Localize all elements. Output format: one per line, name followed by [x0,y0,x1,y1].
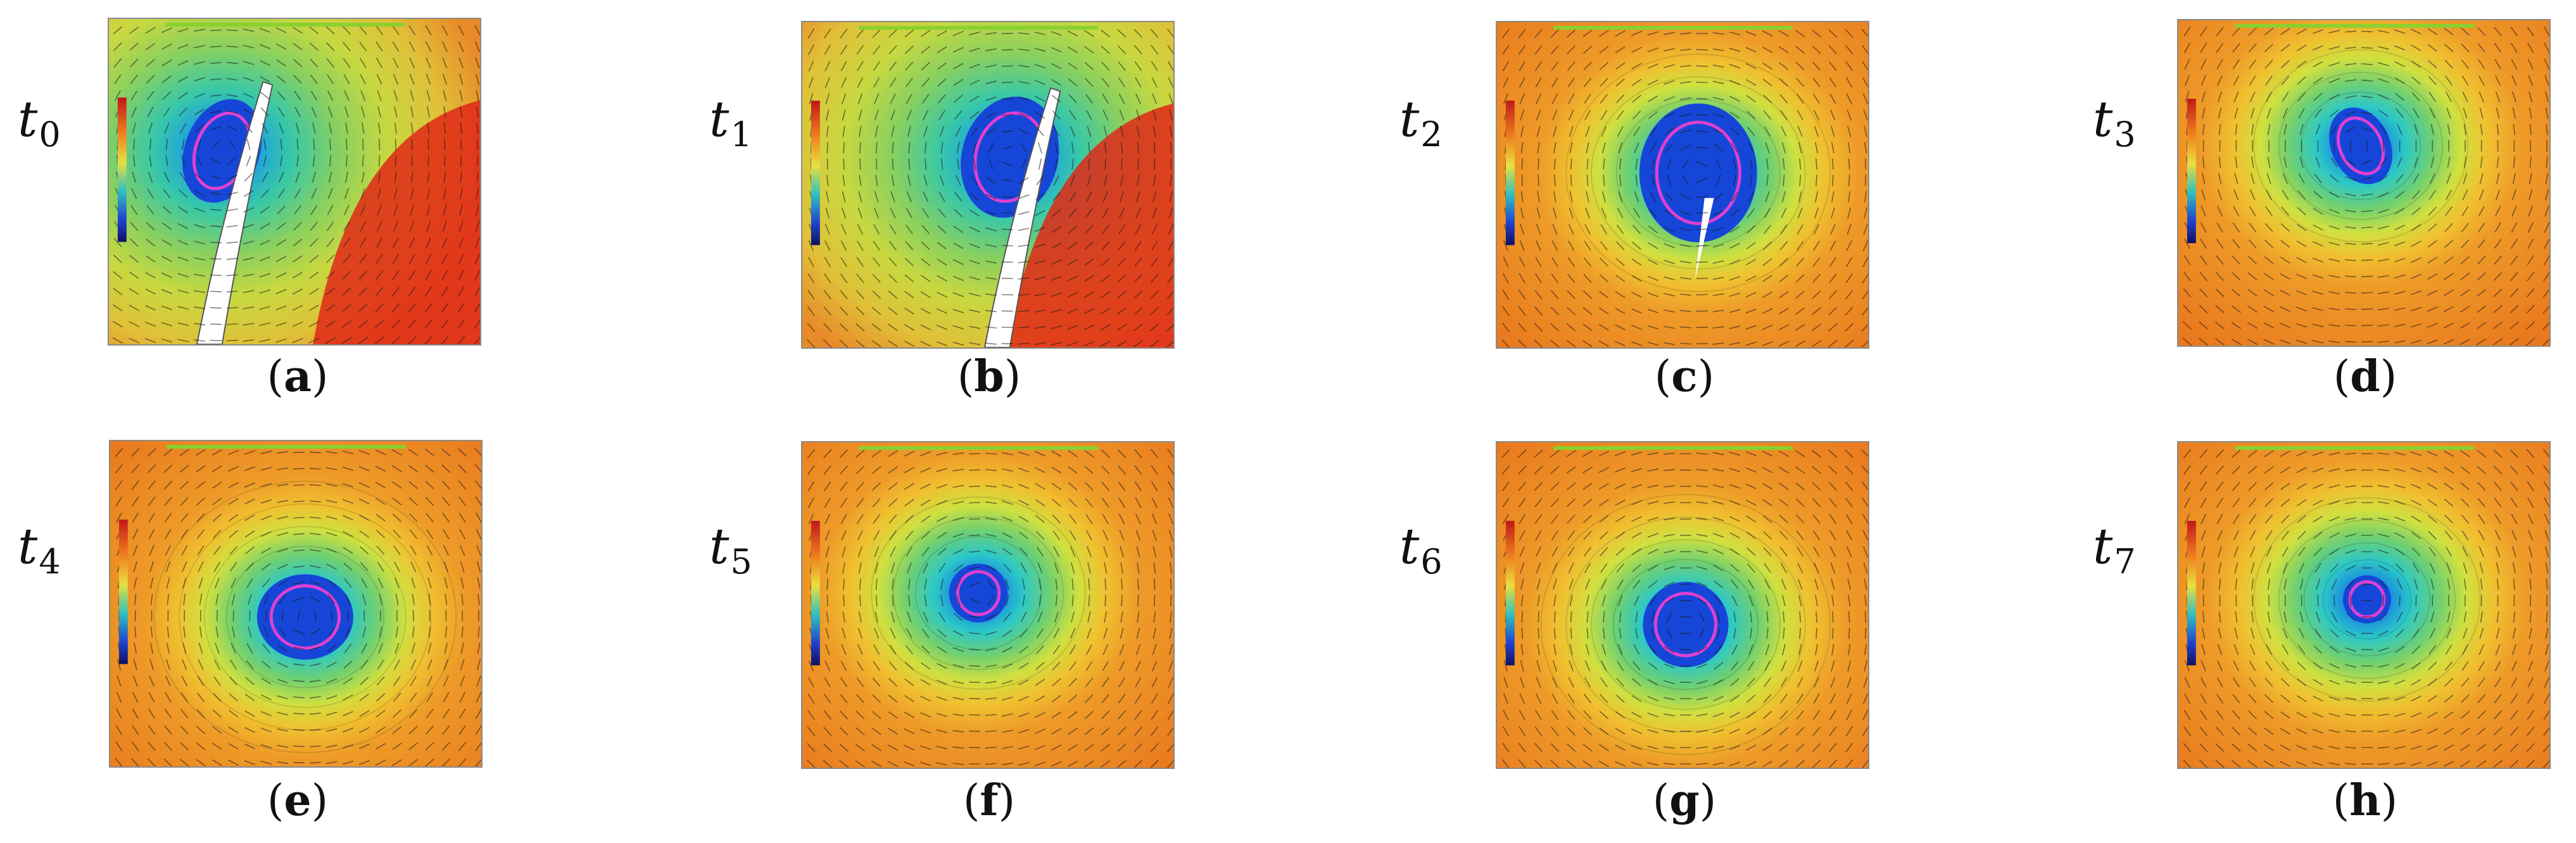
panel-e-flow-field [109,440,483,768]
flow-field-image [110,441,481,766]
flow-field-image [1497,22,1868,347]
time-label-t4: t4 [18,518,61,582]
flow-field-image [802,22,1173,347]
flow-field-image [2178,442,2549,768]
flow-field-image [802,442,1173,768]
panel-b-flow-field [801,21,1175,349]
caption-g: (g) [1652,775,1717,826]
time-label-t6: t6 [1399,518,1443,582]
panel-d-flow-field [2177,19,2551,347]
time-label-t5: t5 [709,518,752,582]
panel-a-flow-field [108,18,481,346]
time-label-t7: t7 [2093,518,2136,582]
caption-f: (f) [963,775,1016,826]
time-label-t2: t2 [1399,91,1443,154]
panel-c-flow-field [1496,21,1869,349]
panel-g-flow-field [1496,441,1869,769]
caption-e: (e) [267,775,329,826]
flow-field-image [1497,442,1868,768]
panel-f-flow-field [801,441,1175,769]
panel-h-flow-field [2177,441,2551,769]
caption-c: (c) [1654,351,1715,402]
caption-h: (h) [2332,775,2398,826]
caption-d: (d) [2333,351,2397,402]
time-label-t3: t3 [2093,91,2136,154]
flow-field-image [2178,20,2549,346]
time-label-t0: t0 [18,91,61,154]
caption-b: (b) [957,351,1021,402]
flow-field-image [109,19,480,344]
time-label-t1: t1 [709,91,752,154]
caption-a: (a) [267,351,329,402]
